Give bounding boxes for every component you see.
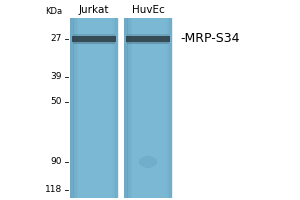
Text: 90: 90 — [50, 157, 62, 166]
Text: 27: 27 — [51, 34, 62, 43]
Bar — [74, 18, 77, 198]
Bar — [127, 18, 129, 198]
Bar — [70, 18, 72, 198]
Bar — [166, 18, 168, 198]
Bar — [71, 18, 74, 198]
Text: 118: 118 — [45, 185, 62, 194]
Bar — [116, 18, 119, 198]
Bar — [124, 18, 172, 198]
Bar — [73, 18, 75, 198]
Bar — [130, 18, 132, 198]
Text: KDa: KDa — [45, 7, 62, 17]
Text: HuvEc: HuvEc — [132, 5, 164, 15]
Bar — [112, 18, 114, 198]
Bar — [73, 42, 115, 44]
Text: 39: 39 — [50, 72, 62, 81]
Bar — [73, 34, 115, 37]
Bar — [128, 18, 130, 198]
Bar — [115, 18, 117, 198]
Bar — [113, 18, 116, 198]
Bar — [127, 34, 169, 37]
Bar — [72, 36, 116, 42]
Text: 50: 50 — [50, 97, 62, 106]
Bar — [167, 18, 169, 198]
Bar — [127, 42, 169, 44]
Text: Jurkat: Jurkat — [79, 5, 109, 15]
Bar — [124, 18, 126, 198]
Bar — [70, 18, 118, 198]
Bar — [126, 36, 170, 42]
Bar — [170, 18, 172, 198]
Bar — [125, 18, 128, 198]
Ellipse shape — [139, 156, 157, 168]
Bar — [76, 18, 78, 198]
Bar — [169, 18, 171, 198]
Text: -MRP-S34: -MRP-S34 — [180, 32, 239, 45]
